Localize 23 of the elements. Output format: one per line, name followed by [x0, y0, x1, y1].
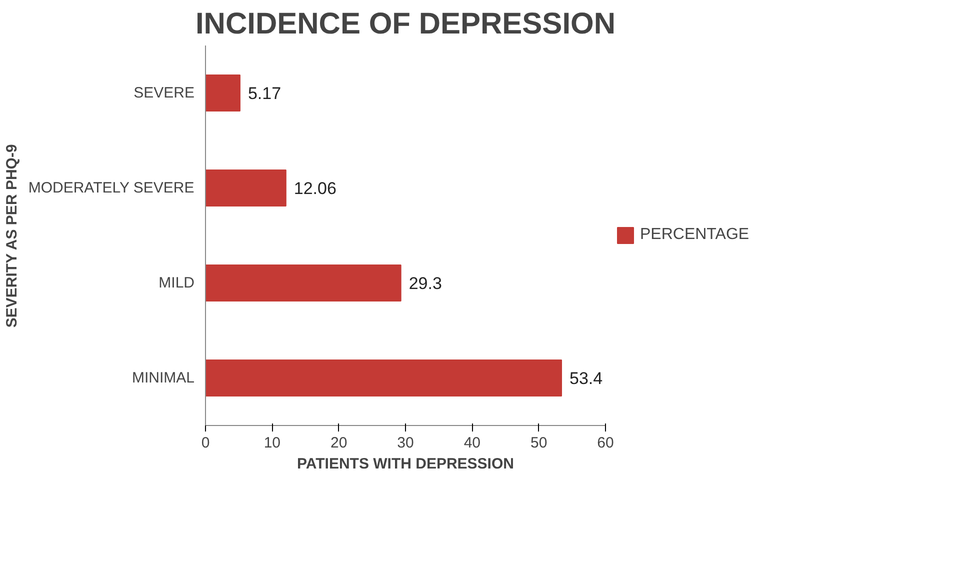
- legend-label: PERCENTAGE: [640, 226, 750, 244]
- data-label: 53.4: [570, 369, 603, 388]
- y-tick-label: MILD: [158, 274, 195, 292]
- x-tick-label: 0: [201, 434, 210, 452]
- data-label: 5.17: [248, 84, 282, 103]
- x-tick-label: 40: [464, 434, 481, 452]
- x-tick-label: 50: [530, 434, 548, 452]
- bar: [206, 264, 402, 302]
- x-tick-label: 10: [264, 434, 281, 452]
- data-label: 12.06: [294, 179, 336, 198]
- bar: [206, 169, 286, 207]
- x-tick-label: 60: [597, 434, 614, 452]
- data-label: 29.3: [408, 274, 442, 293]
- y-axis-title: SEVERITY AS PER PHQ-9: [3, 144, 20, 328]
- y-tick-label: SEVERE: [134, 84, 194, 102]
- y-tick-label: MODERATELY SEVERE: [28, 180, 194, 196]
- bar: [206, 74, 240, 112]
- x-tick-label: 30: [397, 434, 414, 452]
- bar: [206, 359, 562, 397]
- x-axis-title: PATIENTS WITH DEPRESSION: [297, 456, 514, 472]
- x-tick-label: 20: [330, 434, 348, 452]
- y-tick-label: MINIMAL: [132, 370, 195, 386]
- chart-title: INCIDENCE OF DEPRESSION: [195, 8, 616, 40]
